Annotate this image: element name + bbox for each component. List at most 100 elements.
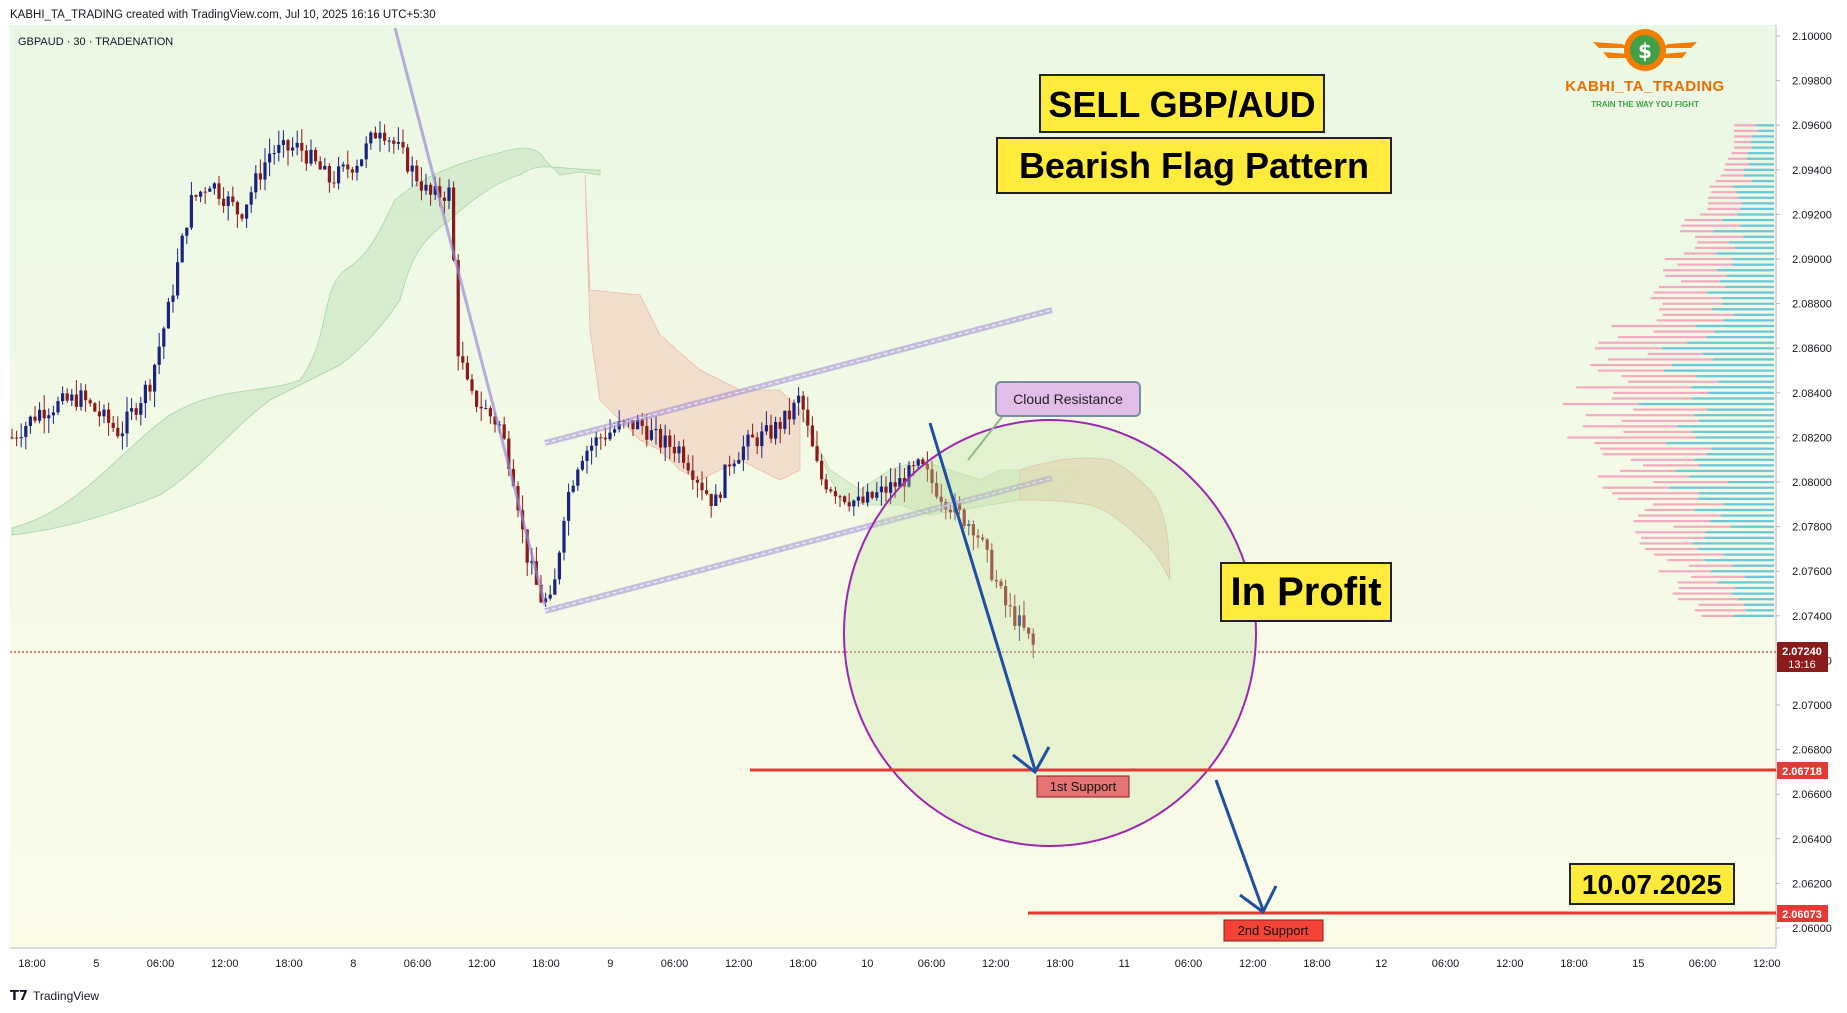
candle-down <box>304 150 308 164</box>
volume-profile-bar-value-area <box>1702 352 1774 355</box>
volume-profile-bar-value-area <box>1713 230 1774 233</box>
candle-up <box>272 153 276 155</box>
volume-profile-bar <box>1567 436 1774 439</box>
volume-profile-bar <box>1698 603 1774 606</box>
y-tick-label: 2.06600 <box>1792 789 1832 801</box>
candle-up <box>102 409 106 417</box>
y-tick-label: 2.07600 <box>1792 566 1832 578</box>
x-tick-label: 12 <box>1375 958 1387 970</box>
callout-pointer <box>967 412 1006 461</box>
volume-profile-bar <box>1662 302 1774 305</box>
volume-profile-bar-value-area <box>1696 436 1774 439</box>
candle-up <box>567 491 571 521</box>
countdown-text: 13:16 <box>1788 659 1816 671</box>
volume-profile-bar-value-area <box>1756 124 1774 127</box>
price-axis-bg <box>1776 25 1847 947</box>
volume-profile-bar-value-area <box>1689 475 1774 478</box>
candle-down <box>958 501 962 510</box>
y-tick-label: 2.10000 <box>1792 31 1832 43</box>
candle-down <box>801 395 805 410</box>
volume-profile-bar-value-area <box>1707 291 1774 294</box>
support-1-tag-text: 1st Support <box>1050 779 1117 794</box>
support-1-tag: 1st Support <box>1036 775 1130 798</box>
candle-up <box>125 411 129 434</box>
volume-profile-bar <box>1734 129 1774 132</box>
candle-up <box>180 235 184 263</box>
candle-down <box>833 491 837 497</box>
candle-down <box>843 496 847 503</box>
volume-profile-bar-value-area <box>1697 497 1774 500</box>
candle-down <box>419 181 423 191</box>
title-1-box <box>1039 74 1325 133</box>
volume-profile-bar <box>1637 514 1774 517</box>
volume-profile <box>1562 124 1774 617</box>
candle-up <box>70 394 74 401</box>
volume-profile-bar-value-area <box>1666 441 1774 445</box>
candle-up <box>263 162 267 180</box>
in-profit-box <box>1220 562 1392 622</box>
volume-profile-bar <box>1662 313 1774 316</box>
volume-profile-bar <box>1694 609 1774 612</box>
volume-profile-bar <box>1650 297 1774 300</box>
candle-down <box>806 409 810 426</box>
candle-down <box>659 428 663 448</box>
candle-down <box>373 132 377 139</box>
candle-down <box>912 465 916 467</box>
volume-profile-bar-value-area <box>1692 430 1774 434</box>
volume-profile-bar-value-area <box>1728 481 1774 484</box>
candle-up <box>364 143 368 160</box>
candle-down <box>935 483 939 497</box>
candle-down <box>502 424 506 439</box>
volume-profile-bar-value-area <box>1711 447 1774 450</box>
y-tick-label: 2.06200 <box>1792 878 1832 890</box>
candle-up <box>557 552 561 580</box>
candle-down <box>695 479 699 483</box>
candle-down <box>314 149 318 162</box>
volume-profile-bar-value-area <box>1748 152 1774 155</box>
volume-profile-bar-value-area <box>1742 202 1774 205</box>
x-tick-label: 11 <box>1119 958 1130 970</box>
volume-profile-bar <box>1708 202 1774 205</box>
title-2-text: Bearish Flag Pattern <box>1019 145 1369 186</box>
candle-down <box>350 169 354 173</box>
y-tick-label: 2.07400 <box>1792 611 1832 623</box>
candle-down <box>461 356 465 363</box>
volume-profile-bar-value-area <box>1731 263 1774 266</box>
candle-up <box>852 500 856 507</box>
candle-up <box>967 524 971 527</box>
volume-profile-bar <box>1600 447 1774 450</box>
tradingview-footer: T7 TradingView <box>10 989 99 1004</box>
candle-down <box>861 496 865 503</box>
volume-profile-bar-value-area <box>1750 140 1774 144</box>
candle-down <box>401 142 405 148</box>
candle-up <box>590 445 594 451</box>
volume-profile-bar-value-area <box>1699 464 1774 467</box>
candle-up <box>424 184 428 191</box>
volume-profile-bar <box>1688 564 1774 567</box>
y-tick-label: 2.08600 <box>1792 343 1832 355</box>
candle-down <box>507 438 511 469</box>
x-tick-label: 18:00 <box>1046 958 1074 970</box>
footer-brand: TradingView <box>33 989 99 1003</box>
candle-up <box>879 486 883 493</box>
candle-down <box>111 422 115 428</box>
candle-down <box>999 581 1003 587</box>
candle-down <box>452 187 456 261</box>
candle-down <box>691 470 695 480</box>
candle-up <box>875 492 879 498</box>
volume-profile-bar-value-area <box>1712 308 1774 311</box>
time-axis-bg <box>0 948 1847 978</box>
cloud-bear-area <box>584 174 801 481</box>
volume-profile-bar <box>1653 553 1774 556</box>
volume-profile-bar-value-area <box>1723 218 1774 222</box>
volume-profile-bar-value-area <box>1723 553 1774 556</box>
candle-down <box>318 161 322 170</box>
candle-down <box>930 469 934 484</box>
volume-profile-bar-value-area <box>1694 414 1774 417</box>
candle-down <box>346 164 350 170</box>
volume-profile-bar-value-area <box>1732 564 1774 567</box>
logo-wings <box>1593 42 1697 58</box>
candle-down <box>824 479 828 490</box>
y-tick-label: 2.09800 <box>1792 76 1832 88</box>
candle-down <box>686 462 690 471</box>
